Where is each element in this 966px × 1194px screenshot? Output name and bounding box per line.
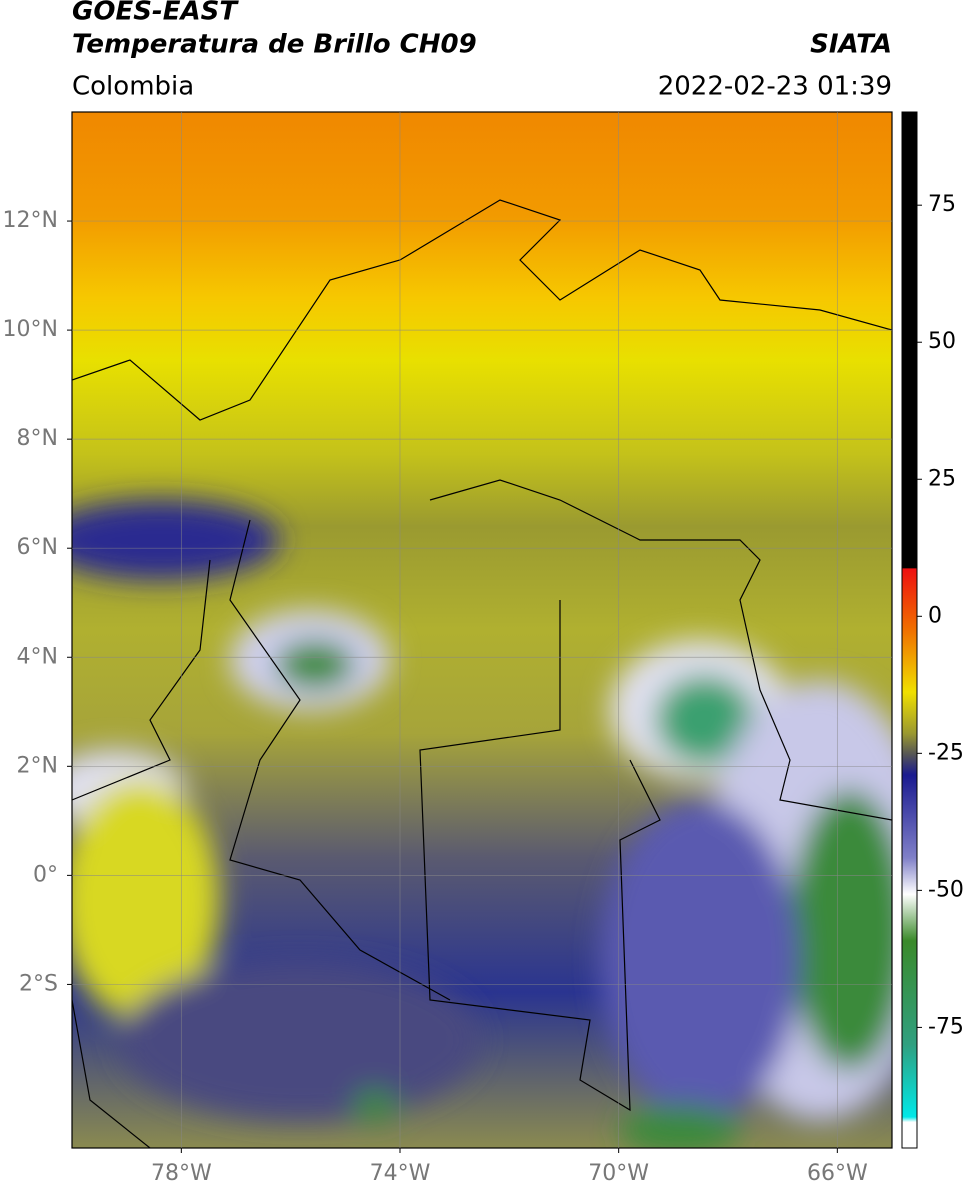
x-tick-label: 66°W <box>807 1161 868 1186</box>
colorbar-tick-label: 25 <box>928 466 956 491</box>
y-tick-label: 2°S <box>19 971 58 996</box>
colorbar-tick-label: -25 <box>928 740 964 765</box>
x-tick-label: 78°W <box>151 1161 212 1186</box>
y-tick-label: 10°N <box>3 317 58 342</box>
y-tick-label: 2°N <box>17 753 58 778</box>
colorbar-tick-label: 50 <box>928 329 956 354</box>
subtitle: Temperatura de Brillo CH09 <box>72 30 477 60</box>
region: Colombia <box>72 72 194 102</box>
y-tick-label: 6°N <box>17 535 58 560</box>
source: SIATA <box>810 30 892 60</box>
colorbar <box>901 111 918 1149</box>
colorbar-tick-label: 0 <box>928 603 942 628</box>
x-tick-label: 70°W <box>588 1161 649 1186</box>
y-tick-label: 0° <box>33 862 58 887</box>
colorbar-tick-label: -50 <box>928 877 964 902</box>
colorbar-tick-label: 75 <box>928 192 956 217</box>
datetime: 2022-02-23 01:39 <box>658 72 892 102</box>
map-frame <box>71 111 893 1149</box>
title: GOES-EAST <box>72 0 239 27</box>
y-tick-label: 12°N <box>3 208 58 233</box>
x-tick-label: 74°W <box>370 1161 431 1186</box>
imagery <box>72 112 892 1148</box>
y-tick-label: 4°N <box>17 644 58 669</box>
colorbar-tick-label: -75 <box>928 1014 964 1039</box>
y-tick-label: 8°N <box>17 426 58 451</box>
